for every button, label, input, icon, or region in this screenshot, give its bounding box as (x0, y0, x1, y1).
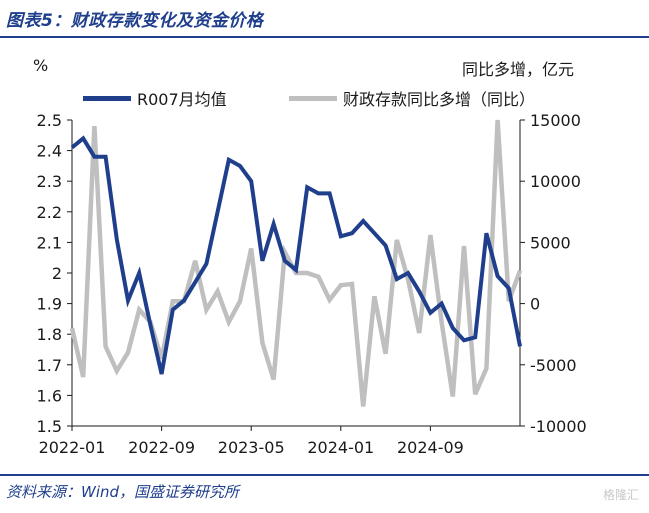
legend-item-fiscal-deposit: 财政存款同比多增（同比） (289, 86, 535, 110)
left-axis-tick-label: 1.6 (37, 386, 62, 405)
legend-label-r007: R007月均值 (137, 90, 227, 109)
source-divider (0, 474, 649, 476)
left-axis-tick-label: 2.2 (37, 203, 62, 222)
x-axis-tick-label: 2022-01 (39, 438, 106, 457)
series-line-r007 (70, 135, 522, 375)
right-axis-tick-label: -5000 (530, 356, 577, 375)
left-axis-tick-label: 1.9 (37, 295, 62, 314)
x-axis-tick-label: 2023-05 (218, 438, 285, 457)
left-axis-tick-label: 2.5 (37, 111, 62, 130)
left-axis-tick-label: 2.1 (37, 233, 62, 252)
source-note: 资料来源：Wind，国盛证券研究所 (6, 483, 240, 501)
legend-item-r007: R007月均值 (83, 86, 227, 110)
legend-swatch-fiscal-deposit (289, 95, 337, 101)
series-line-fiscal-deposit (69, 119, 523, 407)
left-axis-tick-label: 2.3 (37, 172, 62, 191)
legend-label-fiscal-deposit: 财政存款同比多增（同比） (343, 90, 536, 109)
legend-swatch-r007 (83, 95, 131, 101)
left-axis-unit: % (33, 56, 49, 75)
chart-title: 图表5：财政存款变化及资金价格 (6, 11, 264, 31)
left-axis-tick-label: 1.5 (37, 417, 62, 436)
left-axis-tick-label: 2 (52, 264, 62, 283)
right-axis-tick-label: 15000 (530, 111, 581, 130)
right-axis-tick-label: 10000 (530, 172, 581, 191)
right-axis-tick-label: 0 (530, 295, 540, 314)
left-axis-tick-label: 1.7 (37, 356, 62, 375)
left-axis-tick-label: 2.4 (37, 142, 62, 161)
left-axis-tick-label: 1.8 (37, 325, 62, 344)
right-axis-tick-label: -10000 (530, 417, 587, 436)
x-axis-tick-label: 2024-09 (397, 438, 464, 457)
x-axis-tick-label: 2024-01 (307, 438, 374, 457)
right-axis-tick-label: 5000 (530, 233, 571, 252)
title-divider (0, 36, 649, 38)
x-axis-tick-label: 2022-09 (128, 438, 195, 457)
watermark-logo: 格隆汇 (602, 488, 639, 502)
right-axis-unit: 同比多增，亿元 (462, 60, 575, 79)
